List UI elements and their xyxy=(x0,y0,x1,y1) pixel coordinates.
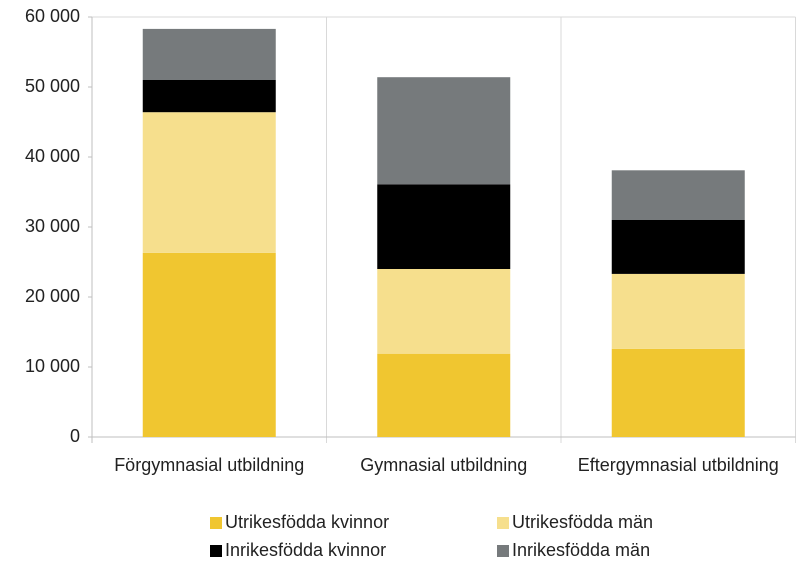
x-tick-label: Eftergymnasial utbildning xyxy=(577,455,779,475)
legend-swatch xyxy=(497,544,509,557)
x-tick-label: Förgymnasial utbildning xyxy=(114,455,305,475)
y-tick-label: 60 000 xyxy=(25,6,80,26)
bar-segment xyxy=(142,80,276,113)
legend-label: Utrikesfödda män xyxy=(512,512,654,532)
bar-segment xyxy=(611,273,745,349)
legend-label: Inrikesfödda män xyxy=(512,540,651,560)
bar-segment xyxy=(142,28,276,80)
bar-segment xyxy=(611,348,745,437)
bar-segment xyxy=(377,353,511,437)
legend-item: Utrikesfödda män xyxy=(497,512,653,533)
y-tick-label: 0 xyxy=(70,426,80,446)
y-tick-label: 20 000 xyxy=(25,286,80,306)
y-tick-label: 30 000 xyxy=(25,216,80,236)
x-tick-label: Gymnasial utbildning xyxy=(360,455,528,475)
bar-segment xyxy=(611,170,745,220)
legend-item: Inrikesfödda män xyxy=(497,540,650,561)
legend-label: Inrikesfödda kvinnor xyxy=(225,540,387,560)
bar-segment xyxy=(377,77,511,185)
bar-segment xyxy=(611,220,745,274)
y-tick-label: 40 000 xyxy=(25,146,80,166)
legend-item: Inrikesfödda kvinnor xyxy=(210,540,386,561)
y-tick-label: 50 000 xyxy=(25,76,80,96)
bar-segment xyxy=(142,252,276,437)
y-tick-label: 10 000 xyxy=(25,356,80,376)
legend-label: Utrikesfödda kvinnor xyxy=(225,512,390,532)
legend-swatch xyxy=(210,544,222,557)
bar-segment xyxy=(377,184,511,269)
bar-segment xyxy=(377,269,511,354)
legend-swatch xyxy=(497,516,509,529)
legend-swatch xyxy=(210,516,222,529)
bar-segment xyxy=(142,112,276,253)
legend-item: Utrikesfödda kvinnor xyxy=(210,512,389,533)
